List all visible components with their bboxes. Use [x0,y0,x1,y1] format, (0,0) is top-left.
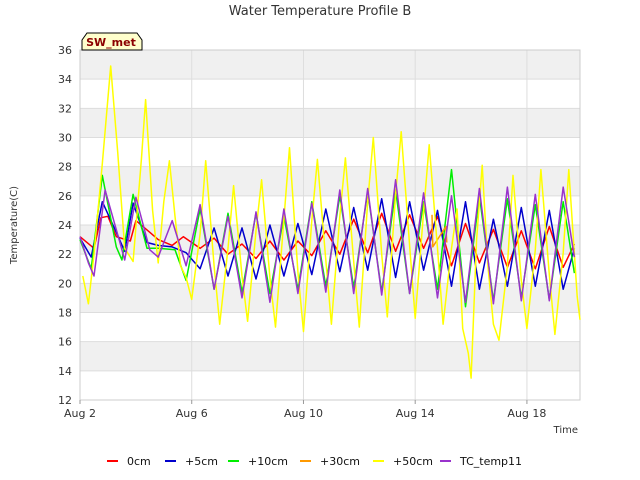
background-band [80,79,580,109]
x-tick-label: Aug 14 [396,407,435,420]
background-band [80,341,580,371]
legend-label: +10cm [248,455,288,468]
y-tick-label: 24 [58,219,72,232]
x-tick-label: Aug 2 [64,407,96,420]
site-badge: SW_met [81,32,143,51]
site-badge-label: SW_met [86,36,136,49]
y-tick-label: 28 [58,161,72,174]
x-axis-ticks: Aug 2 Aug 6 Aug 10 Aug 14 Aug 18 [64,400,546,420]
y-axis-ticks: 12 14 16 18 20 22 24 26 28 30 32 34 36 [58,44,72,407]
background-band [80,370,580,400]
y-tick-label: 12 [58,394,72,407]
series-line-tctemp11 [79,179,576,305]
y-tick-label: 32 [58,102,72,115]
legend-label: 0cm [127,455,151,468]
y-tick-label: 22 [58,248,72,261]
y-tick-label: 34 [58,73,72,86]
site-badge-box [81,32,143,51]
y-tick-label: 26 [58,190,72,203]
y-tick-label: 30 [58,132,72,145]
series-lines [79,65,581,379]
y-tick-label: 36 [58,44,72,57]
legend-label: +50cm [393,455,433,468]
x-tick-label: Aug 18 [507,407,546,420]
legend-label: +30cm [320,455,360,468]
x-tick-label: Aug 6 [176,407,208,420]
grid-lines [79,49,580,401]
y-tick-label: 20 [58,277,72,290]
background-band [80,312,580,342]
background-band [80,108,580,138]
y-axis-label: Temperature(C) [9,186,20,265]
background-band [80,166,580,196]
legend: 0cm +5cm +10cm +30cm +50cm TC_temp11 [107,455,522,468]
y-tick-label: 16 [58,336,72,349]
x-axis-label: Time [553,425,578,436]
y-tick-label: 14 [58,365,72,378]
plot-frame [79,49,581,401]
chart-title: Water Temperature Profile B [229,4,412,19]
legend-label: TC_temp11 [459,455,522,468]
x-tick-label: Aug 10 [284,407,323,420]
background-band [80,50,580,80]
legend-label: +5cm [185,455,218,468]
y-tick-label: 18 [58,307,72,320]
background-band [80,137,580,167]
series-line-50cm [82,65,581,379]
